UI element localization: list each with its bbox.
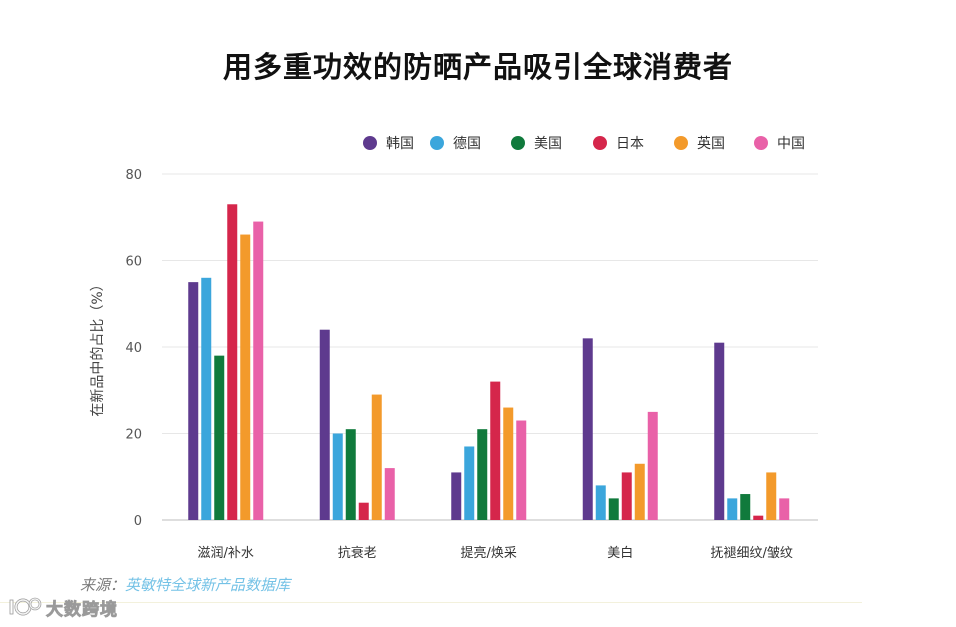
legend-label-2: 德国 — [453, 136, 481, 152]
bar-series-1-category-5 — [714, 342, 725, 520]
watermark: 大数跨境 — [8, 594, 118, 620]
legend-swatch-5 — [674, 136, 688, 150]
bar-series-3-category-1 — [214, 355, 225, 520]
bar-series-4-category-5 — [753, 515, 764, 520]
legend-item-3: 美国 — [511, 136, 562, 152]
bar-series-5-category-1 — [240, 234, 251, 521]
watermark-text: 大数跨境 — [46, 599, 118, 620]
bar-series-5-category-5 — [766, 472, 777, 520]
legend-item-6: 中国 — [754, 136, 805, 152]
bar-series-2-category-1 — [201, 277, 212, 520]
x-category-label-2: 抗衰老 — [338, 545, 377, 561]
source-note: 来源：英敏特全球新产品数据库 — [80, 574, 290, 596]
bar-series-4-category-1 — [227, 204, 238, 520]
legend-swatch-4 — [593, 136, 607, 150]
x-category-label-5: 抚褪细纹/皱纹 — [711, 545, 793, 561]
bar-series-3-category-2 — [345, 429, 356, 520]
legend-label-1: 韩国 — [386, 136, 414, 152]
bar-series-2-category-4 — [595, 485, 606, 520]
bar-series-6-category-3 — [516, 420, 527, 520]
y-tick-label-2: 20 — [125, 428, 142, 443]
bar-series-4-category-4 — [621, 472, 632, 520]
bar-series-5-category-2 — [371, 394, 382, 520]
legend-label-6: 中国 — [777, 136, 805, 152]
legend-item-4: 日本 — [593, 136, 644, 152]
y-tick-label-3: 40 — [125, 341, 142, 356]
y-tick-label-5: 80 — [125, 168, 142, 183]
x-category-label-4: 美白 — [607, 545, 633, 561]
bar-series-3-category-3 — [477, 429, 488, 520]
bar-series-5-category-4 — [634, 463, 645, 520]
bar-series-3-category-5 — [740, 494, 751, 520]
legend-swatch-3 — [511, 136, 525, 150]
y-axis-ticks: 0 20 40 60 80 — [125, 168, 142, 529]
legend-item-5: 英国 — [674, 135, 725, 152]
bar-series-4-category-2 — [358, 502, 369, 520]
legend-swatch-6 — [754, 136, 768, 150]
y-axis-label: 在新品中的占比（%） — [90, 277, 106, 416]
bar-series-1-category-4 — [582, 338, 593, 520]
source-text: 英敏特全球新产品数据库 — [125, 576, 291, 594]
bar-series-5-category-3 — [503, 407, 514, 520]
bar-series-4-category-3 — [490, 381, 501, 520]
bar-series-3-category-4 — [608, 498, 619, 521]
source-label: 来源： — [80, 576, 126, 594]
gridlines — [162, 173, 818, 521]
bars — [188, 204, 790, 521]
bar-series-6-category-2 — [384, 468, 395, 520]
x-axis-categories: 滋润/补水 抗衰老 提亮/焕采 美白 抚褪细纹/皱纹 — [198, 545, 793, 561]
watermark-logo-icon — [9, 597, 42, 616]
legend-item-1: 韩国 — [363, 136, 414, 152]
bar-series-1-category-1 — [188, 282, 199, 521]
legend-label-5: 英国 — [697, 135, 725, 152]
bar-series-1-category-2 — [319, 329, 330, 520]
bar-series-6-category-1 — [253, 221, 264, 520]
bar-series-2-category-2 — [332, 433, 343, 520]
bar-series-2-category-3 — [464, 446, 475, 520]
bar-series-1-category-3 — [451, 472, 462, 520]
bar-series-6-category-4 — [647, 411, 658, 521]
bottom-divider — [0, 602, 862, 603]
bar-series-6-category-5 — [779, 498, 790, 521]
x-category-label-1: 滋润/补水 — [198, 546, 254, 561]
legend-label-3: 美国 — [534, 136, 562, 152]
y-tick-label-4: 60 — [125, 255, 142, 270]
x-category-label-3: 提亮/焕采 — [461, 545, 517, 561]
legend-label-4: 日本 — [616, 136, 644, 152]
y-tick-label-1: 0 — [134, 514, 142, 529]
bar-series-2-category-5 — [727, 498, 738, 521]
page-title: 用多重功效的防晒产品吸引全球消费者 — [222, 50, 733, 84]
legend: 韩国 德国 美国 日本 英国 中国 — [363, 135, 805, 152]
legend-item-2: 德国 — [430, 136, 481, 152]
legend-swatch-2 — [430, 136, 444, 150]
legend-swatch-1 — [363, 136, 377, 150]
